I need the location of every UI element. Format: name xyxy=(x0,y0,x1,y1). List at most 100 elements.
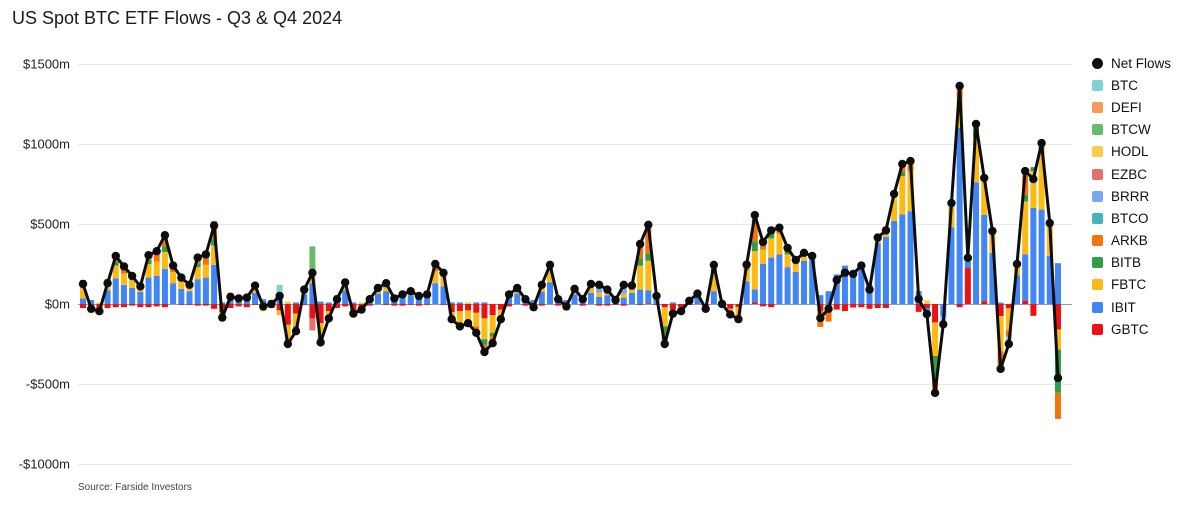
swatch-icon-HODL xyxy=(1092,146,1103,158)
bar-seg-GBTC xyxy=(555,304,562,306)
net-flows-point xyxy=(996,364,1005,374)
swatch-icon-GBTC xyxy=(1092,323,1103,335)
bar-seg-IBIT xyxy=(456,302,463,304)
bar-seg-ARKB xyxy=(153,252,160,262)
bar-seg-FBTC xyxy=(907,171,914,212)
net-flows-point xyxy=(365,295,374,304)
net-flows-point xyxy=(349,309,358,318)
legend-label: Net Flows xyxy=(1111,55,1172,71)
legend-label: GBTC xyxy=(1111,321,1149,337)
bar-seg-FBTC xyxy=(252,287,259,293)
bar-seg-IBIT xyxy=(948,227,955,304)
legend-label: BITB xyxy=(1111,255,1142,271)
bar-seg-IBIT xyxy=(874,243,881,304)
bar-seg-IBIT xyxy=(424,296,431,304)
bar-seg-GBTC xyxy=(301,304,308,305)
bar-seg-IBIT xyxy=(80,298,86,304)
bar-seg-IBIT xyxy=(432,283,439,304)
net-flows-point xyxy=(136,282,145,291)
legend-label: BTCW xyxy=(1111,122,1151,138)
net-flows-point xyxy=(340,278,350,287)
bar-seg-FBTC xyxy=(456,311,463,323)
legend-label: DEFI xyxy=(1111,99,1142,115)
bar-seg-FBTC xyxy=(661,307,668,327)
chart-title: US Spot BTC ETF Flows - Q3 & Q4 2024 xyxy=(12,8,343,28)
net-flows-point xyxy=(824,304,833,313)
bar-seg-IBIT xyxy=(973,182,980,304)
bar-seg-FBTC xyxy=(981,177,988,215)
net-flows-point xyxy=(603,285,612,294)
net-flows-point xyxy=(496,315,506,324)
bar-seg-IBIT xyxy=(620,297,627,304)
legend-item-DEFI: DEFI xyxy=(1092,96,1171,118)
bar-seg-IBIT xyxy=(178,288,185,304)
bar-seg-IBIT xyxy=(350,302,357,304)
bar-seg-GBTC xyxy=(243,304,250,308)
bar-seg-GBTC xyxy=(415,304,422,306)
net-flows-point xyxy=(726,310,735,319)
legend-item-IBIT: IBIT xyxy=(1092,296,1171,318)
bar-seg-IBIT xyxy=(194,279,201,304)
net-flows-point xyxy=(414,291,424,301)
net-flows-point xyxy=(701,304,710,313)
bar-seg-GBTC xyxy=(80,304,86,308)
bar-seg-FBTC xyxy=(202,264,209,278)
net-flows-point xyxy=(799,248,809,257)
bar-seg-BITB xyxy=(1022,195,1029,202)
bar-seg-FBTC xyxy=(973,137,980,183)
bar-seg-FBTC xyxy=(891,200,898,221)
bar-seg-GBTC xyxy=(751,302,758,304)
bar-seg-IBIT xyxy=(669,302,676,304)
net-flows-point xyxy=(693,289,702,298)
net-flows-point xyxy=(332,295,342,304)
swatch-icon-EZBC xyxy=(1092,168,1103,180)
bar-seg-GBTC xyxy=(399,304,406,306)
net-flows-point xyxy=(439,268,448,277)
bar-seg-HODL xyxy=(358,302,365,304)
bar-seg-GBTC xyxy=(497,304,504,310)
net-flows-point xyxy=(562,302,571,311)
net-flows-point xyxy=(1045,218,1054,228)
bar-seg-GBTC xyxy=(882,304,889,308)
net-flows-point xyxy=(373,283,383,293)
bar-seg-FBTC xyxy=(792,263,799,272)
net-flows-point xyxy=(676,307,686,316)
bar-seg-IBIT xyxy=(440,286,447,304)
net-flows-point xyxy=(234,294,243,303)
bar-seg-GBTC xyxy=(120,304,127,308)
bar-seg-FBTC xyxy=(284,324,291,340)
bar-seg-FBTC xyxy=(1038,148,1045,210)
bar-seg-GBTC xyxy=(456,304,463,312)
bar-seg-GBTC xyxy=(317,304,324,324)
bar-seg-IBIT xyxy=(981,214,988,302)
bar-seg-GBTC xyxy=(858,304,865,308)
bar-seg-IBIT xyxy=(571,294,578,304)
bar-seg-GBTC xyxy=(997,304,1004,316)
net-flows-point xyxy=(627,281,637,290)
bar-seg-FBTC xyxy=(1022,201,1029,255)
net-flows-point xyxy=(78,279,88,289)
bar-seg-BITB xyxy=(661,326,668,335)
legend-item-BTCO: BTCO xyxy=(1092,207,1171,229)
bar-seg-IBIT xyxy=(637,289,644,304)
net-flows-point xyxy=(767,226,776,235)
bar-seg-IBIT xyxy=(260,299,267,304)
bar-seg-GBTC xyxy=(1022,300,1029,304)
bar-seg-FBTC xyxy=(899,176,906,215)
gridline xyxy=(78,224,1072,225)
net-flows-point xyxy=(922,309,932,319)
bar-seg-GBTC xyxy=(424,304,431,305)
bar-seg-IBIT xyxy=(784,267,791,304)
bar-seg-HODL xyxy=(465,302,472,304)
net-flows-point xyxy=(324,314,333,323)
bar-seg-IBIT xyxy=(342,290,349,304)
net-flows-point xyxy=(185,280,194,289)
bar-seg-IBIT xyxy=(538,292,545,304)
legend-item-FBTC: FBTC xyxy=(1092,274,1171,296)
net-flows-point xyxy=(1053,373,1063,383)
net-flows-point xyxy=(267,299,276,309)
net-flows-dot-icon xyxy=(1092,57,1103,69)
swatch-icon-ARKB xyxy=(1092,235,1103,247)
y-tick-label: $1500m xyxy=(23,56,70,72)
net-flows-point xyxy=(291,327,301,336)
